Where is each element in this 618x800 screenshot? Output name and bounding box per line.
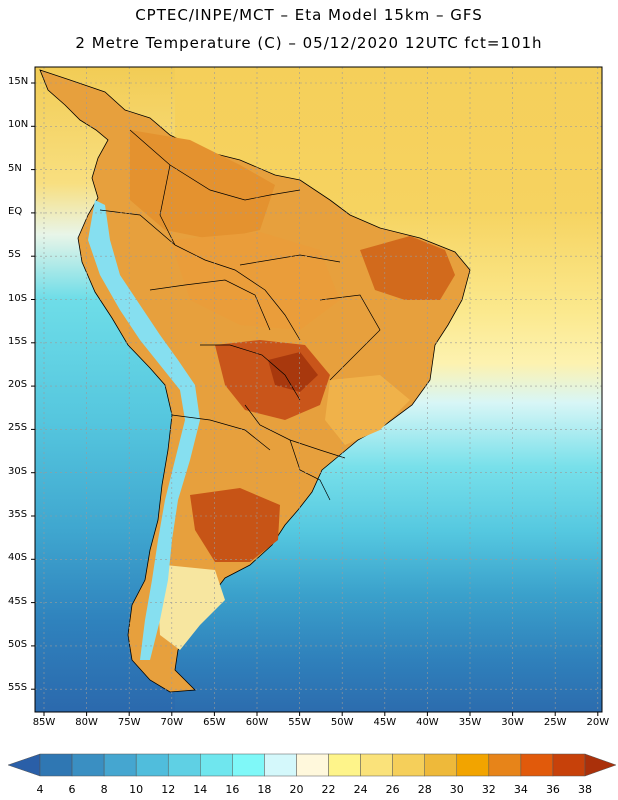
lat-label-eq: EQ: [8, 205, 23, 217]
colorbar-label: 24: [353, 783, 368, 796]
colorbar-label: 8: [100, 783, 108, 796]
warm-region-amazon: [170, 232, 340, 330]
lat-label-5n: 5N: [8, 162, 22, 174]
colorbar-label: 4: [36, 783, 44, 796]
lat-label-10n: 10N: [8, 119, 29, 131]
lon-label-35w: 35W: [458, 717, 482, 728]
lon-label-55w: 55W: [288, 717, 311, 728]
mild-region-patagonia: [158, 565, 225, 650]
lat-label-15n: 15N: [8, 76, 29, 87]
lon-label-50w: 50W: [330, 717, 354, 728]
lon-label-25w: 25W: [543, 717, 567, 728]
colorbar-label: 18: [257, 783, 272, 796]
lat-label-20s: 20S: [8, 379, 28, 391]
colorbar-swatch: [520, 753, 554, 777]
colorbar-swatch: [167, 753, 201, 777]
lat-label-40s: 40S: [8, 552, 28, 564]
colorbar-label: 6: [68, 783, 76, 796]
colorbar-swatch: [264, 753, 297, 777]
lon-label-65w: 65W: [203, 717, 226, 728]
lat-label-45s: 45S: [8, 595, 28, 607]
lat-label-25s: 25S: [8, 422, 28, 434]
hot-region-northeast: [360, 236, 455, 300]
colorbar-arrow-low: [7, 753, 41, 777]
axis-ticks: [31, 82, 599, 716]
country-borders: [99, 129, 381, 501]
colorbar-label: 36: [545, 783, 560, 796]
title-line-2: 2 Metre Temperature (C) – 05/12/2020 12U…: [75, 34, 543, 52]
colorbar-swatch: [552, 753, 586, 777]
lat-label-5s: 5S: [8, 249, 21, 261]
colorbar-label: 14: [193, 783, 208, 796]
colorbar-swatch: [424, 753, 458, 777]
colorbar-swatch: [488, 753, 522, 777]
lon-label-20w: 20W: [586, 717, 610, 728]
colorbar-label: 28: [417, 783, 432, 796]
andes-cool-strip: [88, 200, 200, 660]
colorbar-label: 20: [289, 783, 304, 796]
colorbar-swatch: [103, 753, 137, 777]
very-hot-pantanal: [268, 352, 318, 392]
lon-label-60w: 60W: [245, 717, 269, 728]
colorbar-swatch: [360, 753, 393, 777]
colorbar-swatch: [71, 753, 105, 777]
lat-label-30s: 30S: [8, 465, 28, 477]
colorbar: [7, 753, 617, 777]
colorbar-label: 38: [578, 783, 592, 796]
colorbar-label: 26: [385, 783, 400, 796]
colorbar-swatch: [456, 753, 490, 777]
lon-label-30w: 30W: [501, 717, 524, 728]
colorbar-swatch: [135, 753, 169, 777]
lat-label-35s: 35S: [8, 509, 28, 520]
lon-label-75w: 75W: [117, 717, 141, 728]
map-frame: [34, 66, 603, 713]
colorbar-swatch: [232, 753, 265, 777]
lon-label-45w: 45W: [373, 717, 397, 728]
colorbar-label: 32: [481, 783, 496, 796]
lon-label-80w: 80W: [75, 717, 98, 728]
colorbar-label: 10: [129, 783, 144, 796]
colorbar-label: 16: [225, 783, 240, 796]
colorbar-label: 12: [161, 783, 176, 796]
colorbar-label: 22: [321, 783, 336, 796]
lon-label-85w: 85W: [32, 717, 56, 728]
lon-label-70w: 70W: [160, 717, 184, 728]
colorbar-label: 30: [449, 783, 464, 796]
colorbar-swatch: [328, 753, 361, 777]
lon-label-40w: 40W: [416, 717, 439, 728]
lat-label-15s: 15S: [8, 335, 28, 347]
colorbar-arrow-high: [584, 753, 617, 777]
colorbar-swatch: [392, 753, 425, 777]
cool-region-southern-brazil: [325, 375, 410, 445]
colorbar-swatch: [296, 753, 329, 777]
lat-label-50s: 50S: [8, 638, 28, 650]
lat-label-55s: 55S: [8, 682, 28, 694]
title-line-1: CPTEC/INPE/MCT – Eta Model 15km – GFS: [135, 6, 483, 24]
colorbar-swatch: [39, 753, 73, 777]
hot-region-argentina: [190, 488, 280, 562]
lat-label-10s: 10S: [8, 292, 28, 304]
colorbar-label: 34: [513, 783, 528, 796]
colorbar-swatch: [200, 753, 233, 777]
